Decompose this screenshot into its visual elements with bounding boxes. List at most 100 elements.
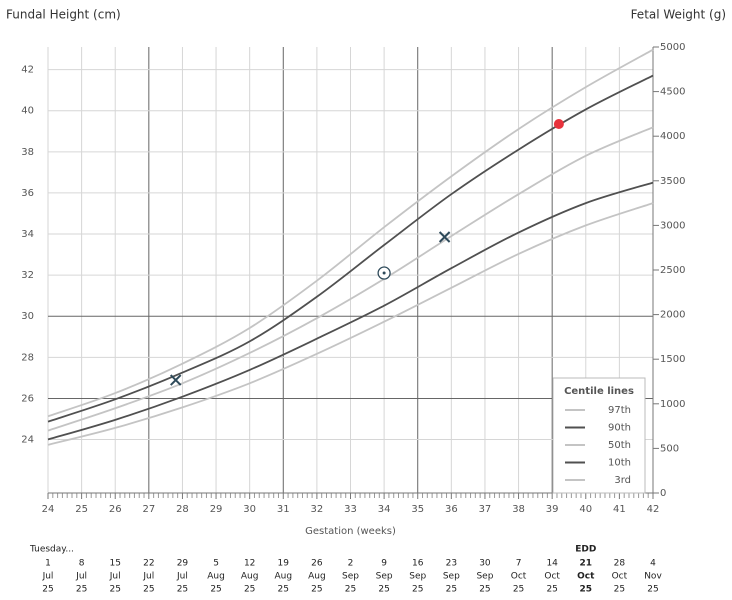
x-tick-label: 36 [445, 504, 458, 515]
date-month: Jul [75, 572, 87, 582]
y2-tick-label: 4500 [660, 87, 685, 98]
centile-line [47, 48, 654, 418]
y2-tick-label: 3500 [660, 176, 685, 187]
date-month: Aug [241, 572, 259, 582]
date-year: 25 [76, 585, 87, 595]
cross-marker [438, 231, 451, 243]
right-axis-title: Fetal Weight (g) [631, 8, 726, 22]
date-year: 25 [378, 585, 389, 595]
x-axis-label: Gestation (weeks) [305, 526, 396, 537]
y-tick-label: 30 [21, 311, 34, 322]
date-month: Aug [274, 572, 292, 582]
x-tick-label: 40 [579, 504, 592, 515]
left-axis-title: Fundal Height (cm) [6, 8, 121, 22]
legend-label: 10th [608, 458, 631, 469]
dot-marker [553, 118, 564, 129]
legend-label: 50th [608, 440, 631, 451]
edd-label: EDD [575, 545, 596, 555]
date-year: 25 [446, 585, 457, 595]
x-tick-label: 25 [75, 504, 88, 515]
date-month: Jul [176, 572, 188, 582]
centile-line [47, 74, 654, 423]
date-month: Sep [409, 572, 426, 582]
y-tick-label: 26 [21, 393, 34, 404]
date-day: 9 [381, 559, 387, 569]
date-year: 25 [109, 585, 120, 595]
x-tick-label: 29 [210, 504, 223, 515]
x-tick-label: 26 [109, 504, 122, 515]
y2-tick-label: 3000 [660, 220, 685, 231]
date-month: Oct [612, 572, 628, 582]
date-month: Jul [109, 572, 121, 582]
date-year: 25 [580, 585, 593, 595]
y2-tick-label: 1000 [660, 399, 685, 410]
date-year: 25 [479, 585, 490, 595]
date-year: 25 [614, 585, 625, 595]
legend-title: Centile lines [564, 386, 634, 397]
date-day: 5 [213, 559, 219, 569]
date-year: 25 [278, 585, 289, 595]
date-day: 14 [546, 559, 558, 569]
date-year: 25 [311, 585, 322, 595]
date-day: 30 [479, 559, 491, 569]
y2-tick-label: 4000 [660, 131, 685, 142]
date-day: 1 [45, 559, 51, 569]
date-day: 12 [244, 559, 255, 569]
legend-box [552, 377, 646, 494]
date-day: 21 [580, 559, 593, 569]
legend-label: 3rd [614, 475, 631, 486]
x-tick-label: 31 [277, 504, 290, 515]
y2-tick-label: 0 [660, 488, 666, 499]
x-tick-label: 37 [479, 504, 492, 515]
measurement [377, 266, 391, 280]
date-month: Jul [142, 572, 154, 582]
x-tick-label: 32 [311, 504, 324, 515]
date-month: Jul [42, 572, 54, 582]
date-day: 2 [348, 559, 354, 569]
x-tick-label: 34 [378, 504, 391, 515]
cross-marker [170, 374, 182, 386]
x-tick-label: 28 [176, 504, 189, 515]
date-year: 25 [177, 585, 188, 595]
date-day: 23 [446, 559, 457, 569]
date-year: 25 [647, 585, 658, 595]
date-year: 25 [210, 585, 221, 595]
date-year: 25 [546, 585, 557, 595]
y-tick-label: 36 [21, 188, 34, 199]
date-month: Sep [376, 572, 393, 582]
date-day: 28 [614, 559, 626, 569]
y-tick-label: 40 [21, 106, 34, 117]
y-tick-label: 42 [21, 65, 34, 76]
date-day: 29 [177, 559, 189, 569]
date-day: 19 [278, 559, 290, 569]
ring-center [382, 271, 386, 275]
y-tick-label: 24 [21, 435, 34, 446]
y-tick-label: 28 [21, 352, 34, 363]
y2-tick-label: 5000 [660, 42, 685, 53]
measurement [438, 231, 451, 243]
y-tick-label: 32 [21, 270, 34, 281]
measurement [553, 118, 564, 129]
x-tick-label: 42 [647, 504, 660, 515]
date-month: Oct [511, 572, 527, 582]
date-month: Nov [644, 572, 662, 582]
centile-line [47, 126, 654, 432]
y-tick-label: 38 [21, 147, 34, 158]
legend: Centile lines 97th 90th 50th 10th 3rd [552, 377, 646, 494]
date-day: 4 [650, 559, 656, 569]
y2-tick-label: 500 [660, 443, 679, 454]
date-day: 7 [516, 559, 522, 569]
centile-line [47, 202, 654, 446]
date-year: 25 [42, 585, 53, 595]
y2-tick-label: 2000 [660, 310, 685, 321]
date-month: Sep [476, 572, 493, 582]
date-month: Aug [207, 572, 225, 582]
date-year: 25 [345, 585, 356, 595]
date-year: 25 [513, 585, 524, 595]
x-tick-label: 35 [411, 504, 424, 515]
date-year: 25 [412, 585, 423, 595]
date-day: 15 [109, 559, 120, 569]
y-tick-label: 34 [21, 229, 34, 240]
x-tick-label: 41 [613, 504, 626, 515]
